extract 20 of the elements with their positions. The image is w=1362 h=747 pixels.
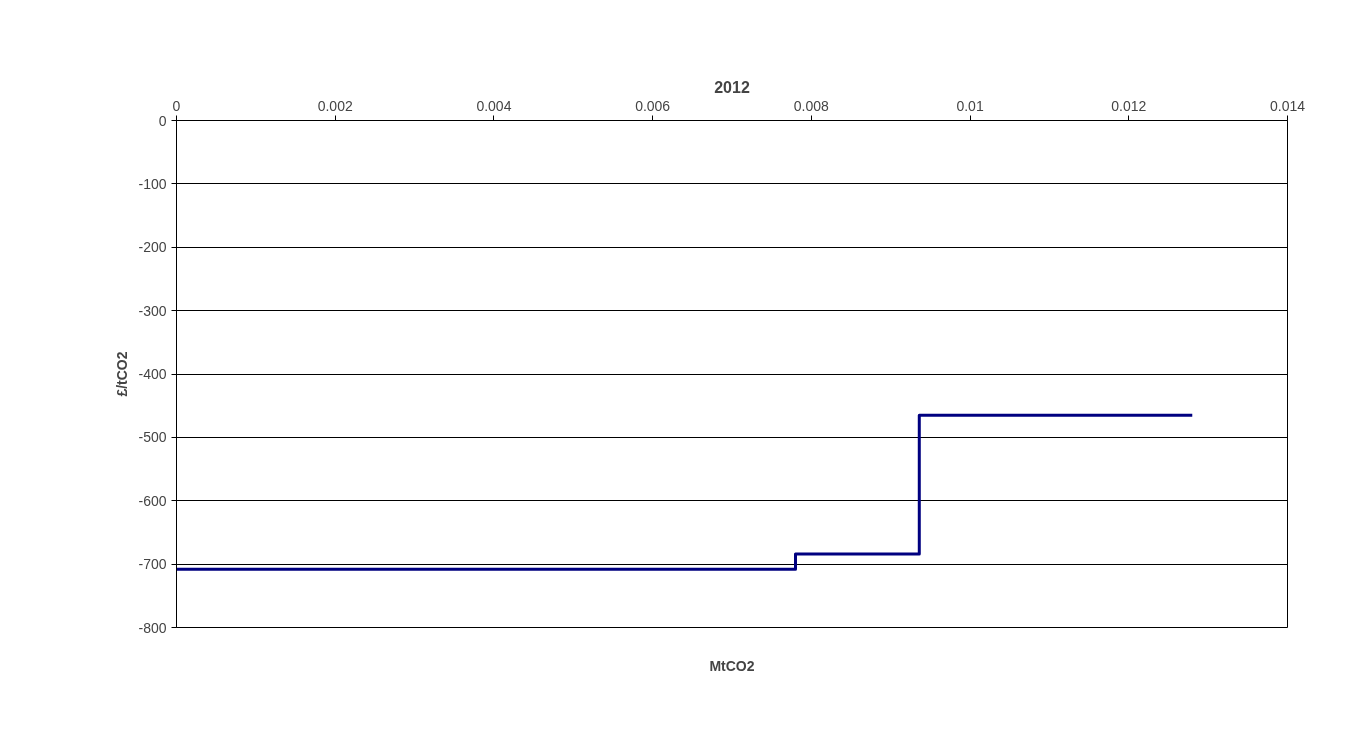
y-tick-label: -500 xyxy=(138,429,167,446)
y-tick-label: -700 xyxy=(138,556,167,573)
x-tick-label: 0.006 xyxy=(635,97,671,114)
y-tick-label: -300 xyxy=(138,302,167,319)
y-axis-title: £/tCO2 xyxy=(114,351,131,397)
chart-title: 2012 xyxy=(714,78,750,96)
y-tick-label: 0 xyxy=(158,112,167,129)
y-tick-label: -400 xyxy=(138,366,167,382)
x-tick-label: 0.002 xyxy=(317,97,353,114)
y-tick-label: -800 xyxy=(138,619,167,636)
x-tick-label: 0 xyxy=(172,97,181,114)
y-tick-label: -200 xyxy=(138,239,167,256)
y-tick-label: -600 xyxy=(138,492,167,509)
x-tick-label: 0.014 xyxy=(1269,97,1306,114)
x-tick-label: 0.01 xyxy=(956,97,984,114)
x-tick-label: 0.004 xyxy=(476,97,512,114)
y-tick-label: -100 xyxy=(138,175,167,192)
x-tick-label: 0.008 xyxy=(793,97,830,114)
x-axis-title: MtCO2 xyxy=(709,657,755,674)
x-tick-label: 0.012 xyxy=(1111,97,1147,114)
